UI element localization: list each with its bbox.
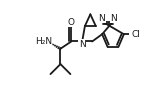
- Text: N: N: [98, 14, 105, 23]
- Text: H₂N: H₂N: [35, 37, 52, 46]
- Text: Cl: Cl: [131, 30, 140, 39]
- Text: O: O: [68, 18, 75, 27]
- Text: N: N: [110, 14, 117, 23]
- Text: N: N: [79, 40, 86, 49]
